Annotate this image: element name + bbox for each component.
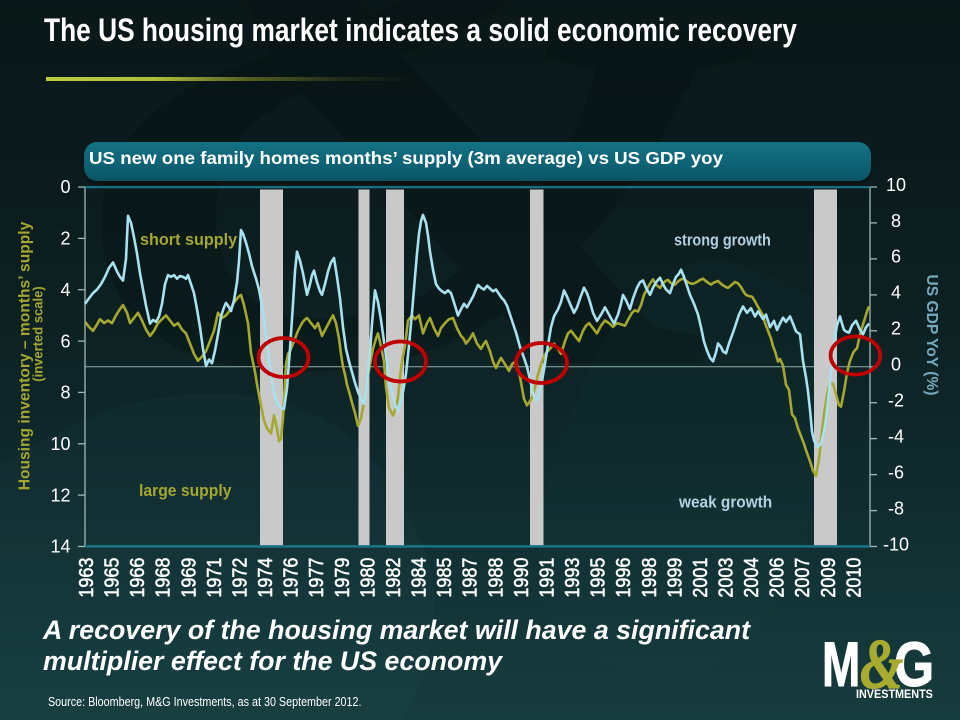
- svg-text:1987: 1987: [460, 558, 482, 598]
- svg-text:-10: -10: [883, 534, 909, 554]
- svg-text:1999: 1999: [664, 558, 686, 598]
- svg-text:1996: 1996: [613, 558, 635, 598]
- svg-text:1984: 1984: [409, 557, 431, 597]
- svg-text:(inverted scale): (inverted scale): [30, 286, 46, 381]
- svg-text:4: 4: [60, 280, 70, 300]
- svg-text:2010: 2010: [844, 558, 866, 598]
- svg-text:10: 10: [886, 175, 906, 195]
- svg-text:short supply: short supply: [140, 231, 237, 249]
- svg-text:1969: 1969: [178, 558, 200, 598]
- svg-text:6: 6: [891, 247, 901, 267]
- svg-text:1990: 1990: [511, 558, 533, 598]
- svg-text:12: 12: [50, 485, 70, 505]
- svg-text:weak growth: weak growth: [678, 494, 772, 511]
- svg-text:1995: 1995: [588, 558, 610, 598]
- svg-text:1982: 1982: [383, 558, 405, 598]
- svg-text:Housing inventory – months’ su: Housing inventory – months’ supply: [17, 221, 34, 490]
- svg-text:0: 0: [891, 355, 901, 375]
- svg-text:US GDP YoY (%): US GDP YoY (%): [923, 274, 940, 395]
- svg-text:1991: 1991: [537, 558, 559, 598]
- svg-text:1980: 1980: [358, 558, 380, 598]
- svg-text:8: 8: [60, 383, 70, 403]
- svg-text:2007: 2007: [792, 558, 814, 598]
- svg-text:4: 4: [891, 283, 901, 303]
- svg-text:1972: 1972: [230, 558, 252, 598]
- svg-text:1971: 1971: [204, 558, 226, 598]
- svg-text:10: 10: [50, 434, 70, 454]
- svg-text:large supply: large supply: [139, 483, 232, 500]
- svg-text:1993: 1993: [562, 558, 584, 598]
- svg-text:0: 0: [60, 177, 70, 197]
- svg-text:1979: 1979: [332, 558, 354, 598]
- svg-text:2009: 2009: [818, 558, 840, 598]
- svg-text:2006: 2006: [767, 558, 789, 598]
- svg-text:2004: 2004: [741, 557, 763, 597]
- svg-text:14: 14: [50, 537, 70, 557]
- svg-text:2: 2: [60, 229, 70, 249]
- svg-text:1966: 1966: [127, 558, 149, 598]
- svg-text:2003: 2003: [716, 558, 738, 598]
- svg-text:-6: -6: [888, 462, 904, 482]
- svg-text:1998: 1998: [639, 558, 661, 598]
- svg-text:1965: 1965: [102, 558, 124, 598]
- svg-text:1976: 1976: [281, 558, 303, 598]
- svg-text:6: 6: [60, 331, 70, 351]
- svg-text:1985: 1985: [434, 558, 456, 598]
- svg-text:2: 2: [891, 319, 901, 339]
- svg-text:strong growth: strong growth: [674, 232, 771, 250]
- svg-text:1963: 1963: [76, 558, 98, 598]
- svg-text:-4: -4: [888, 426, 904, 446]
- svg-text:1974: 1974: [255, 557, 277, 597]
- svg-text:2001: 2001: [690, 558, 712, 598]
- svg-text:1977: 1977: [306, 558, 328, 598]
- svg-text:1968: 1968: [153, 558, 175, 598]
- svg-text:8: 8: [891, 211, 901, 231]
- svg-text:1988: 1988: [485, 558, 507, 598]
- svg-text:-2: -2: [888, 391, 904, 411]
- svg-text:-8: -8: [888, 498, 904, 518]
